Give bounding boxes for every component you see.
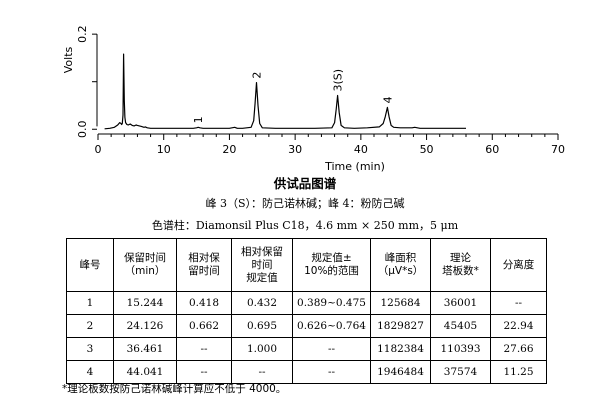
table-header-row: 峰号 保留时间 （min） 相对保 留时间 相对保留 时间 规定值 规定值± 10%的范围 峰面积（… xyxy=(66,238,547,292)
table-header-cell: 峰面积 （μV*s） xyxy=(370,238,431,292)
table-cell: 11.25 xyxy=(490,360,547,384)
table-cell: 125684 xyxy=(370,291,431,315)
table-header-text: （μV*s） xyxy=(377,265,424,277)
peak-label: 4 xyxy=(381,96,394,103)
table-cell: 1182384 xyxy=(370,337,431,361)
peak-labels: 1 2 3(S) 4 xyxy=(192,69,394,123)
x-tick-label: 70 xyxy=(551,143,565,156)
x-tick-label: 30 xyxy=(288,143,302,156)
table-cell: -- xyxy=(176,337,232,361)
table-cell: 1946484 xyxy=(370,360,431,384)
figure-caption-peaks: 峰 3（S）：防己诺林碱；峰 4：粉防己碱 xyxy=(205,197,405,210)
table-cell: 37574 xyxy=(430,360,491,384)
table-cell: 27.66 xyxy=(490,337,547,361)
x-tick-label: 60 xyxy=(485,143,499,156)
table-cell: 3 xyxy=(66,337,114,361)
table-header-text: 峰面积 xyxy=(384,252,417,264)
table-header-cell: 相对保留 时间 规定值 xyxy=(231,238,293,292)
table-header-cell: 规定值± 10%的范围 xyxy=(292,238,371,292)
table-header-text: 分离度 xyxy=(502,258,535,271)
table-footnote: *理论板数按防己诺林碱峰计算应不低于 4000。 xyxy=(62,383,287,395)
table-cell: 110393 xyxy=(430,337,491,361)
table-header-text: 理论 xyxy=(450,252,471,264)
peak-label: 2 xyxy=(251,72,264,79)
table-header-text: 相对保 xyxy=(188,252,220,264)
table-cell: -- xyxy=(490,291,547,315)
table-cell: 0.389~0.475 xyxy=(292,291,371,315)
x-tick-label: 10 xyxy=(157,143,171,156)
table-cell: 22.94 xyxy=(490,314,547,338)
table-row: 4 44.041 -- -- -- 1946484 37574 11.25 xyxy=(66,360,547,384)
table-cell: 0.626~0.764 xyxy=(292,314,371,338)
table-header-text: 时间 xyxy=(251,258,273,271)
table-cell: -- xyxy=(231,360,293,384)
table-row: 2 24.126 0.662 0.695 0.626~0.764 1829827 45405… xyxy=(66,314,547,338)
table-header-text: 相对保留 xyxy=(241,245,283,258)
x-tick-label: 40 xyxy=(354,143,368,156)
peak-data-table: 峰号 保留时间 （min） 相对保 留时间 相对保留 时间 规定值 规定值± 10%的范围 峰面积（… xyxy=(66,238,547,384)
table-body: 1 15.244 0.418 0.432 0.389~0.475 125684 36001-… xyxy=(66,291,547,384)
table-cell: 1.000 xyxy=(231,337,293,361)
figure-caption-title: 供试品图谱 xyxy=(273,176,337,191)
table-cell: 24.126 xyxy=(113,314,177,338)
table-cell: -- xyxy=(292,337,371,361)
table-cell: 36.461 xyxy=(113,337,177,361)
table-header-text: 塔板数* xyxy=(442,265,479,277)
table-cell: 0.695 xyxy=(231,314,293,338)
table-cell: 0.418 xyxy=(176,291,232,315)
y-axis-label: Volts xyxy=(62,46,75,73)
x-tick-label: 50 xyxy=(420,143,434,156)
table-header-cell: 保留时间 （min） xyxy=(113,238,177,292)
table-cell: 2 xyxy=(66,314,114,338)
table-header-text: 规定值± xyxy=(311,252,352,264)
table-row: 3 36.461 -- 1.000 -- 1182384 110393 27.66 xyxy=(66,337,547,361)
table-row: 1 15.244 0.418 0.432 0.389~0.475 125684 36001-… xyxy=(66,291,547,315)
table-cell: 0.662 xyxy=(176,314,232,338)
chromatogram-trace xyxy=(104,53,466,130)
table-cell: 4 xyxy=(66,360,114,384)
table-cell: 1 xyxy=(66,291,114,315)
table-cell: -- xyxy=(292,360,371,384)
table-header-text: 规定值 xyxy=(246,271,278,284)
y-tick-label: 0.0 xyxy=(76,120,89,138)
table-header-text: 10%的范围 xyxy=(304,265,359,277)
figure-caption-column: 色谱柱：Diamonsil Plus C18，4.6 mm × 250 mm，5… xyxy=(151,219,459,232)
table-cell: 45405 xyxy=(430,314,491,338)
table-cell: 0.432 xyxy=(231,291,293,315)
table-header-cell: 峰号 xyxy=(66,238,114,292)
table-header-cell: 分离度 xyxy=(490,238,547,292)
x-tick-label: 0 xyxy=(95,143,102,156)
table-cell: 1829827 xyxy=(370,314,431,338)
peak-label: 1 xyxy=(192,116,205,123)
table-header-cell: 理论 塔板数* xyxy=(430,238,491,292)
table-header-text: 保留时间 xyxy=(124,252,166,264)
y-tick-label: 0.2 xyxy=(76,25,89,43)
table-cell: 44.041 xyxy=(113,360,177,384)
x-tick-label: 20 xyxy=(222,143,236,156)
table-cell: 15.244 xyxy=(113,291,177,315)
peak-label: 3(S) xyxy=(332,69,345,92)
x-axis-label: Time (min) xyxy=(324,160,385,173)
table-header-text: 峰号 xyxy=(79,258,101,271)
table-header-text: （min） xyxy=(124,265,166,277)
chromatogram-line xyxy=(104,53,466,130)
table-header-cell: 相对保 留时间 xyxy=(176,238,232,292)
table-header-text: 留时间 xyxy=(188,265,220,277)
table-cell: 36001 xyxy=(430,291,491,315)
